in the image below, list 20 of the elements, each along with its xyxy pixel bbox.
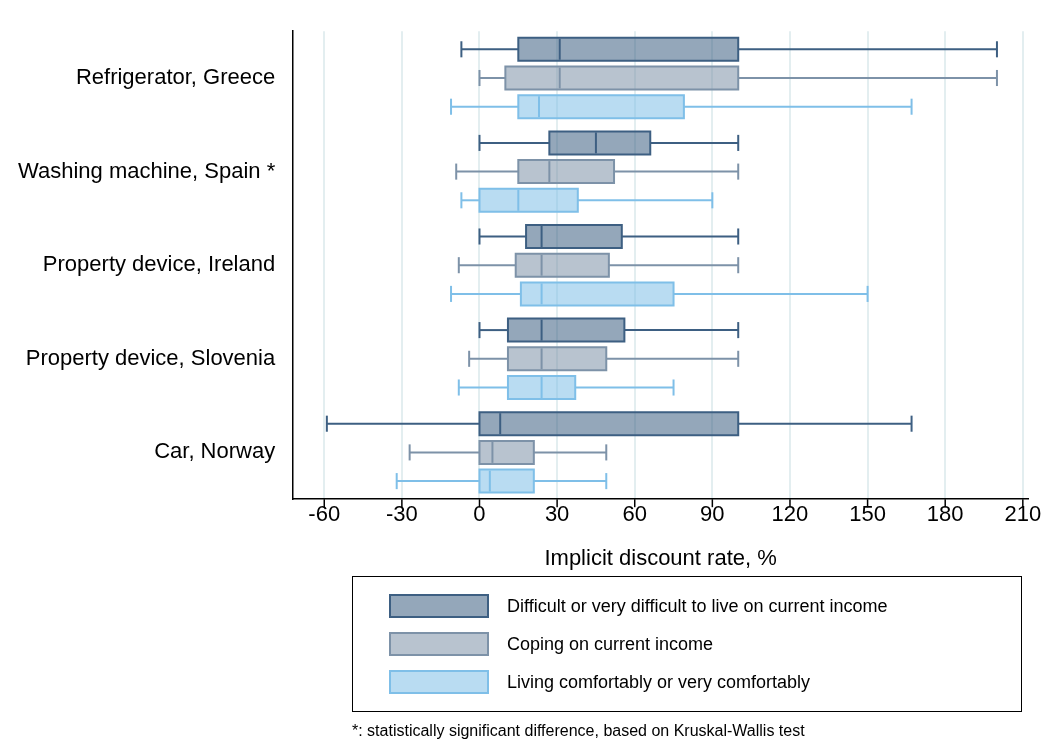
x-tick-label: 120 [771, 501, 809, 527]
x-tick-label: 180 [926, 501, 964, 527]
x-tick-label: 150 [849, 501, 886, 527]
x-tick-label: 30 [544, 501, 570, 527]
text: Difficult or very difficult to live on current income [507, 595, 888, 617]
text: *: statistically significant difference, based on Kruskal-Wallis test [352, 722, 806, 740]
text: Living comfortably or very comfortably [507, 671, 811, 693]
y-tick-label: Car, Norway [154, 438, 276, 464]
x-tick-label: 60 [622, 501, 647, 527]
x-tick-label: 210 [1004, 501, 1042, 527]
y-tick-label: Refrigerator, Greece [75, 64, 276, 90]
x-tick-label: 0 [473, 501, 486, 527]
y-tick-label: Property device, Ireland [42, 251, 276, 277]
x-tick-label: -30 [385, 501, 418, 527]
y-tick-label: Washing machine, Spain * [17, 157, 276, 183]
text: Coping on current income [507, 633, 714, 655]
y-tick-label: Property device, Slovenia [25, 344, 276, 370]
x-tick-label: 90 [700, 501, 725, 527]
x-tick-label: -60 [308, 501, 341, 527]
x-axis-title: Implicit discount rate, % [544, 544, 777, 570]
